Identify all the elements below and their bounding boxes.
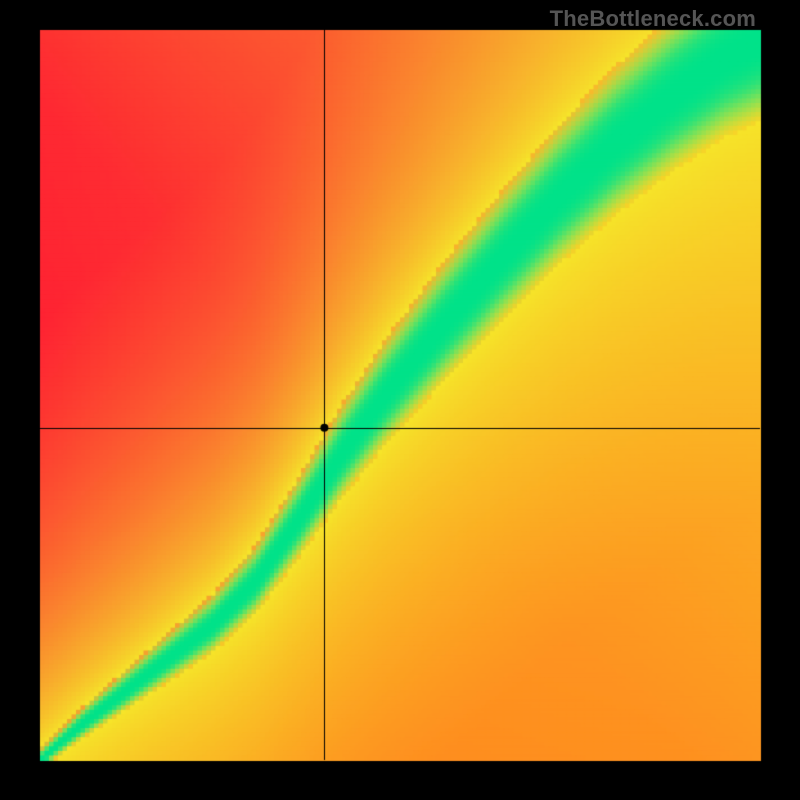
chart-container: { "watermark": { "text": "TheBottleneck.… (0, 0, 800, 800)
bottleneck-heatmap (0, 0, 800, 800)
